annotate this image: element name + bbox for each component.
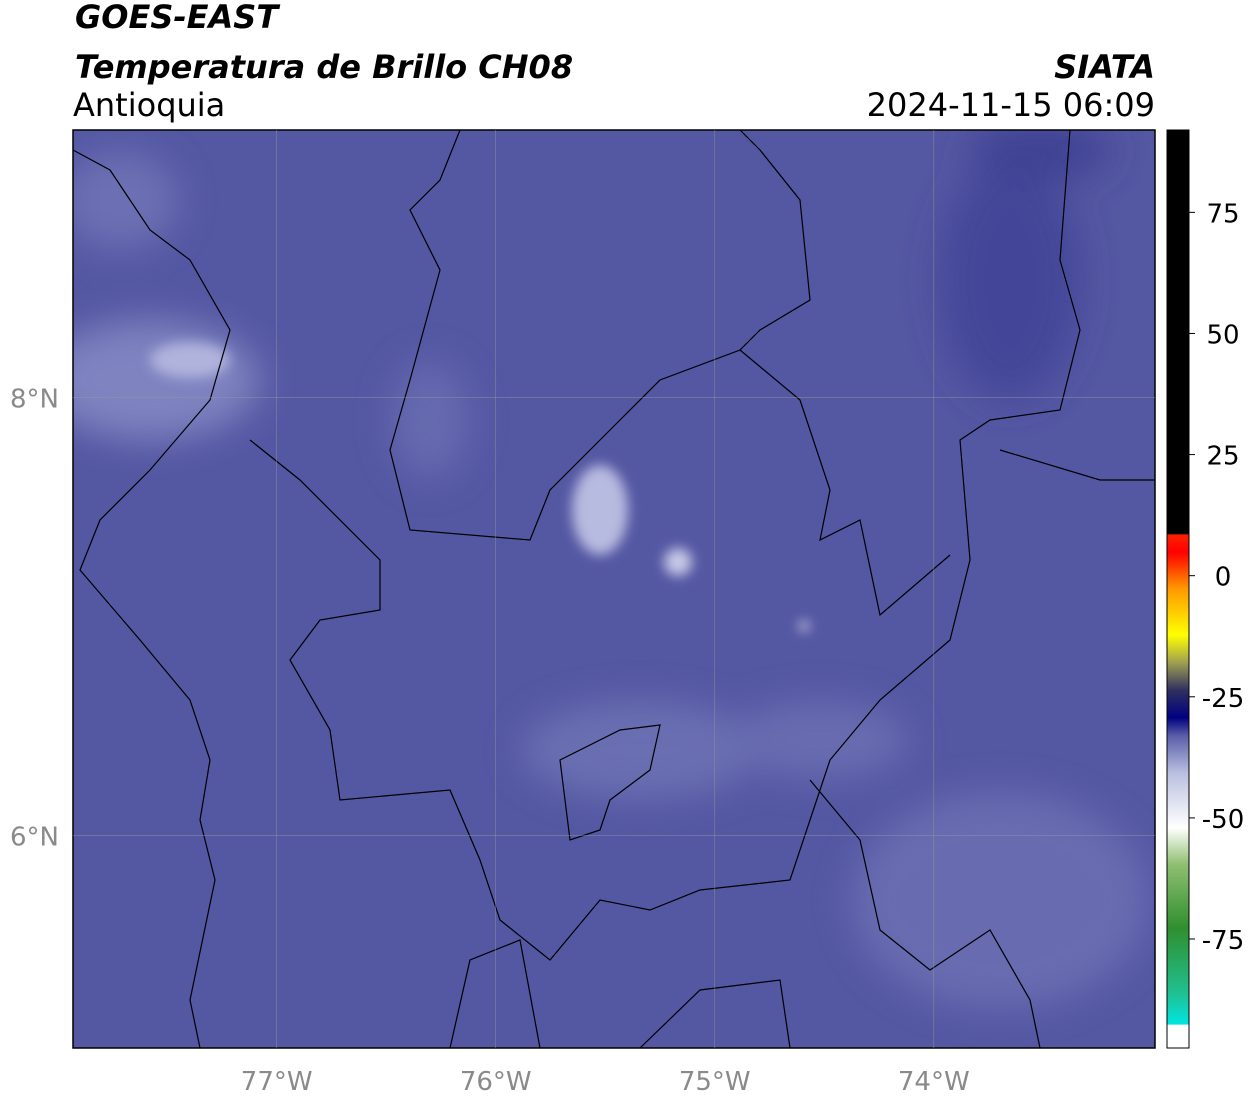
x-tick-label: 74°W [898, 1067, 970, 1097]
satellite: GOES-EAST [75, 0, 280, 36]
y-tick-label: 6°N [10, 822, 59, 852]
colorbar-tick-label: 75 [1206, 199, 1239, 229]
map-image [73, 130, 1155, 1048]
product: Temperatura de Brillo CH08 [75, 48, 573, 86]
colorbar-tick-label: 50 [1206, 320, 1239, 350]
colorbar-tick-label: -25 [1202, 684, 1244, 714]
datetime: 2024-11-15 06:09 [867, 86, 1155, 124]
colorbar [1166, 129, 1190, 1049]
colorbar-tick-label: 25 [1206, 442, 1239, 472]
x-tick-label: 76°W [460, 1067, 532, 1097]
colorbar-tick-label: 0 [1215, 563, 1232, 593]
source: SIATA [1054, 48, 1155, 86]
colorbar-tick-label: -50 [1202, 805, 1244, 835]
region: Antioquia [73, 86, 225, 124]
y-tick-label: 8°N [10, 384, 59, 414]
x-tick-label: 77°W [241, 1067, 313, 1097]
x-tick-label: 75°W [679, 1067, 751, 1097]
map-frame [72, 129, 1156, 1049]
colorbar-tick-label: -75 [1202, 926, 1244, 956]
